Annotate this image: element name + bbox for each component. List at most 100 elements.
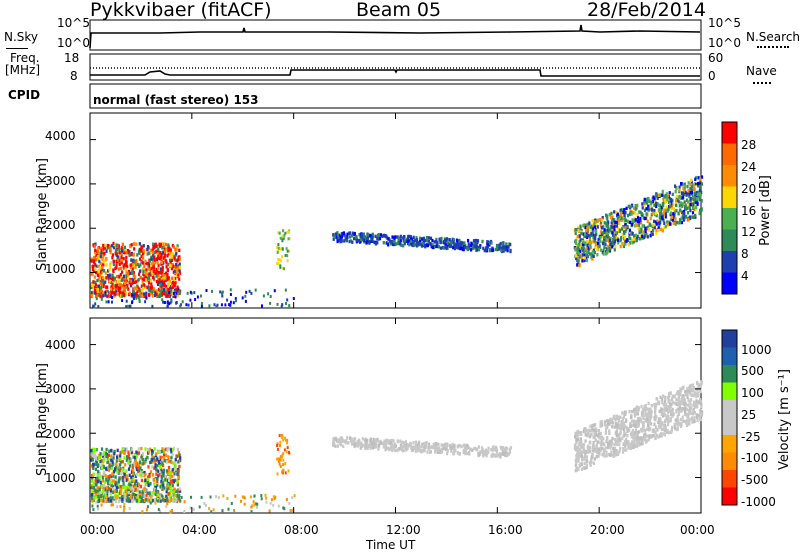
echo-cell [647,197,650,201]
echo-cell [164,477,167,482]
echo-cell [588,446,591,450]
echo-cell [654,409,657,413]
echo-cell [647,408,650,412]
echo-cell [397,237,400,242]
echo-cell [699,207,702,212]
echo-cell [278,434,281,437]
echo-cell [265,500,268,504]
echo-cell [420,244,424,248]
echo-cell [90,294,93,298]
echo-cell [211,289,213,293]
power-cbar-tick-12: 12 [741,225,757,239]
echo-cell [669,391,672,395]
echo-cell [164,278,167,283]
echo-cell [178,453,181,457]
echo-cell [200,294,202,298]
echo-cell [403,242,406,246]
echo-cell [452,451,455,456]
echo-cell [508,450,512,454]
echo-cell [640,220,643,225]
echo-cell [102,276,106,281]
echo-cell [156,499,159,503]
echo-cell [125,270,128,274]
echo-cell [587,241,590,246]
echo-cell [139,466,142,470]
echo-cell [575,448,578,452]
echo-cell [123,279,126,283]
echo-cell [579,450,583,454]
echo-cell [229,300,232,304]
echo-cell [121,497,124,502]
echo-cell [576,430,579,434]
time-axis-label: Time UT [366,538,416,552]
echo-cell [688,215,692,219]
echo-cell [699,186,702,190]
echo-cell [121,270,124,274]
echo-cell [608,238,611,243]
echo-cell [130,496,133,500]
echo-cell [629,236,632,241]
echo-cell [132,253,135,257]
echo-cell [435,237,438,242]
echo-cell [464,443,467,448]
echo-cell [487,450,490,454]
echo-cell [137,278,140,282]
echo-cell [169,476,172,481]
echo-cell [169,448,172,452]
echo-cell [616,442,619,447]
echo-cell [608,422,611,426]
echo-cell [176,498,180,502]
echo-cell [693,186,696,190]
echo-cell [666,220,669,224]
echo-cell [633,237,636,241]
echo-cell [596,225,599,229]
echo-cell [698,401,701,405]
echo-cell [230,502,233,505]
echo-cell [575,458,579,462]
x-tick-3: 12:00 [386,523,421,537]
echo-cell [342,444,345,449]
echo-cell [431,243,434,247]
echo-cell [120,476,123,480]
echo-cell [663,209,666,213]
echo-cell [174,464,177,468]
echo-cell [119,294,123,298]
echo-cell [691,383,694,387]
echo-cell [418,445,421,449]
echo-cell [672,221,675,225]
echo-cell [155,452,158,456]
echo-cell [102,269,105,273]
echo-cell [105,477,108,482]
echo-cell [176,480,179,484]
echo-cell [283,233,286,237]
echo-cell [138,490,141,494]
vel-cbar-tick-1000: 1000 [741,343,772,357]
echo-cell [626,434,629,438]
echo-cell [135,454,138,459]
echo-cell [161,282,164,287]
echo-cell [631,423,634,428]
echo-cell [174,457,177,462]
echo-cell [475,248,478,252]
echo-cell [587,449,590,454]
echo-cell [174,295,177,299]
echo-cell [362,238,365,242]
echo-cell [669,211,673,215]
echo-cell [95,253,98,257]
echo-cell [100,289,103,293]
echo-cell [124,497,127,502]
echo-cell [159,499,162,503]
echo-cell [638,230,641,235]
echo-cell [591,227,594,231]
echo-cell [147,465,150,469]
echo-cell [165,453,168,457]
echo-cell [680,397,683,402]
echo-cell [610,225,614,229]
power-cbar-tick-28: 28 [741,138,757,152]
echo-cell [456,444,459,448]
echo-cell [169,471,172,475]
echo-cell [372,445,375,449]
echo-cell [177,451,180,455]
echo-cell [358,233,361,237]
echo-cell [690,398,693,402]
